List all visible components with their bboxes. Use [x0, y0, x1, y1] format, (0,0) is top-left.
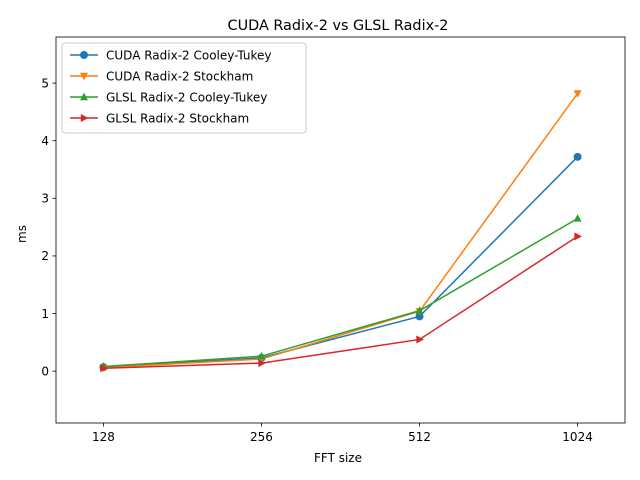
series-line [103, 156, 579, 368]
y-tick-label: 2 [41, 249, 49, 263]
y-tick-label: 0 [41, 364, 49, 378]
y-tick-label: 3 [41, 192, 49, 206]
data-point [573, 214, 582, 222]
series-line [103, 93, 579, 369]
legend-label: GLSL Radix-2 Cooley-Tukey [106, 90, 267, 104]
y-axis-label: ms [15, 225, 29, 243]
series-3 [99, 214, 582, 370]
x-tick-label: 1024 [562, 430, 593, 444]
data-point [100, 364, 108, 373]
legend-marker [80, 72, 88, 81]
legend-label: GLSL Radix-2 Stockham [106, 111, 249, 125]
data-point [573, 152, 582, 161]
legend-entry: GLSL Radix-2 Cooley-Tukey [70, 90, 267, 104]
legend-entry: GLSL Radix-2 Stockham [70, 111, 249, 125]
data-point [258, 359, 266, 368]
x-tick-label: 512 [408, 430, 431, 444]
series-line [103, 235, 578, 370]
axes: 128 256 512 1024 0 1 2 3 4 5 [41, 36, 626, 444]
legend-label: CUDA Radix-2 Cooley-Tukey [106, 48, 272, 62]
legend-entry: CUDA Radix-2 Cooley-Tukey [70, 48, 272, 62]
y-tick-label: 1 [41, 307, 49, 321]
plot-frame [55, 36, 626, 424]
y-tick-label: 5 [41, 76, 49, 90]
legend: CUDA Radix-2 Cooley-Tukey CUDA Radix-2 St… [61, 42, 307, 134]
data-point [573, 90, 582, 98]
data-point [415, 306, 424, 314]
legend-label: CUDA Radix-2 Stockham [106, 69, 253, 83]
series-4 [100, 232, 582, 373]
chart-title: CUDA Radix-2 vs GLSL Radix-2 [228, 18, 449, 34]
data-point [574, 232, 582, 241]
x-axis-label: FFT size [314, 451, 362, 465]
legend-entry: CUDA Radix-2 Stockham [70, 69, 253, 83]
data-point [415, 312, 424, 321]
legend-marker [80, 114, 89, 122]
x-tick-label: 128 [92, 430, 115, 444]
y-tick-label: 4 [41, 134, 49, 148]
legend-box [61, 42, 307, 134]
legend-marker [80, 92, 88, 101]
legend-marker [80, 51, 88, 59]
plot-area [99, 90, 582, 373]
series-1 [99, 152, 582, 372]
data-point [416, 335, 424, 344]
series-line [103, 217, 578, 368]
x-tick-label: 256 [250, 430, 273, 444]
data-point [257, 351, 266, 360]
